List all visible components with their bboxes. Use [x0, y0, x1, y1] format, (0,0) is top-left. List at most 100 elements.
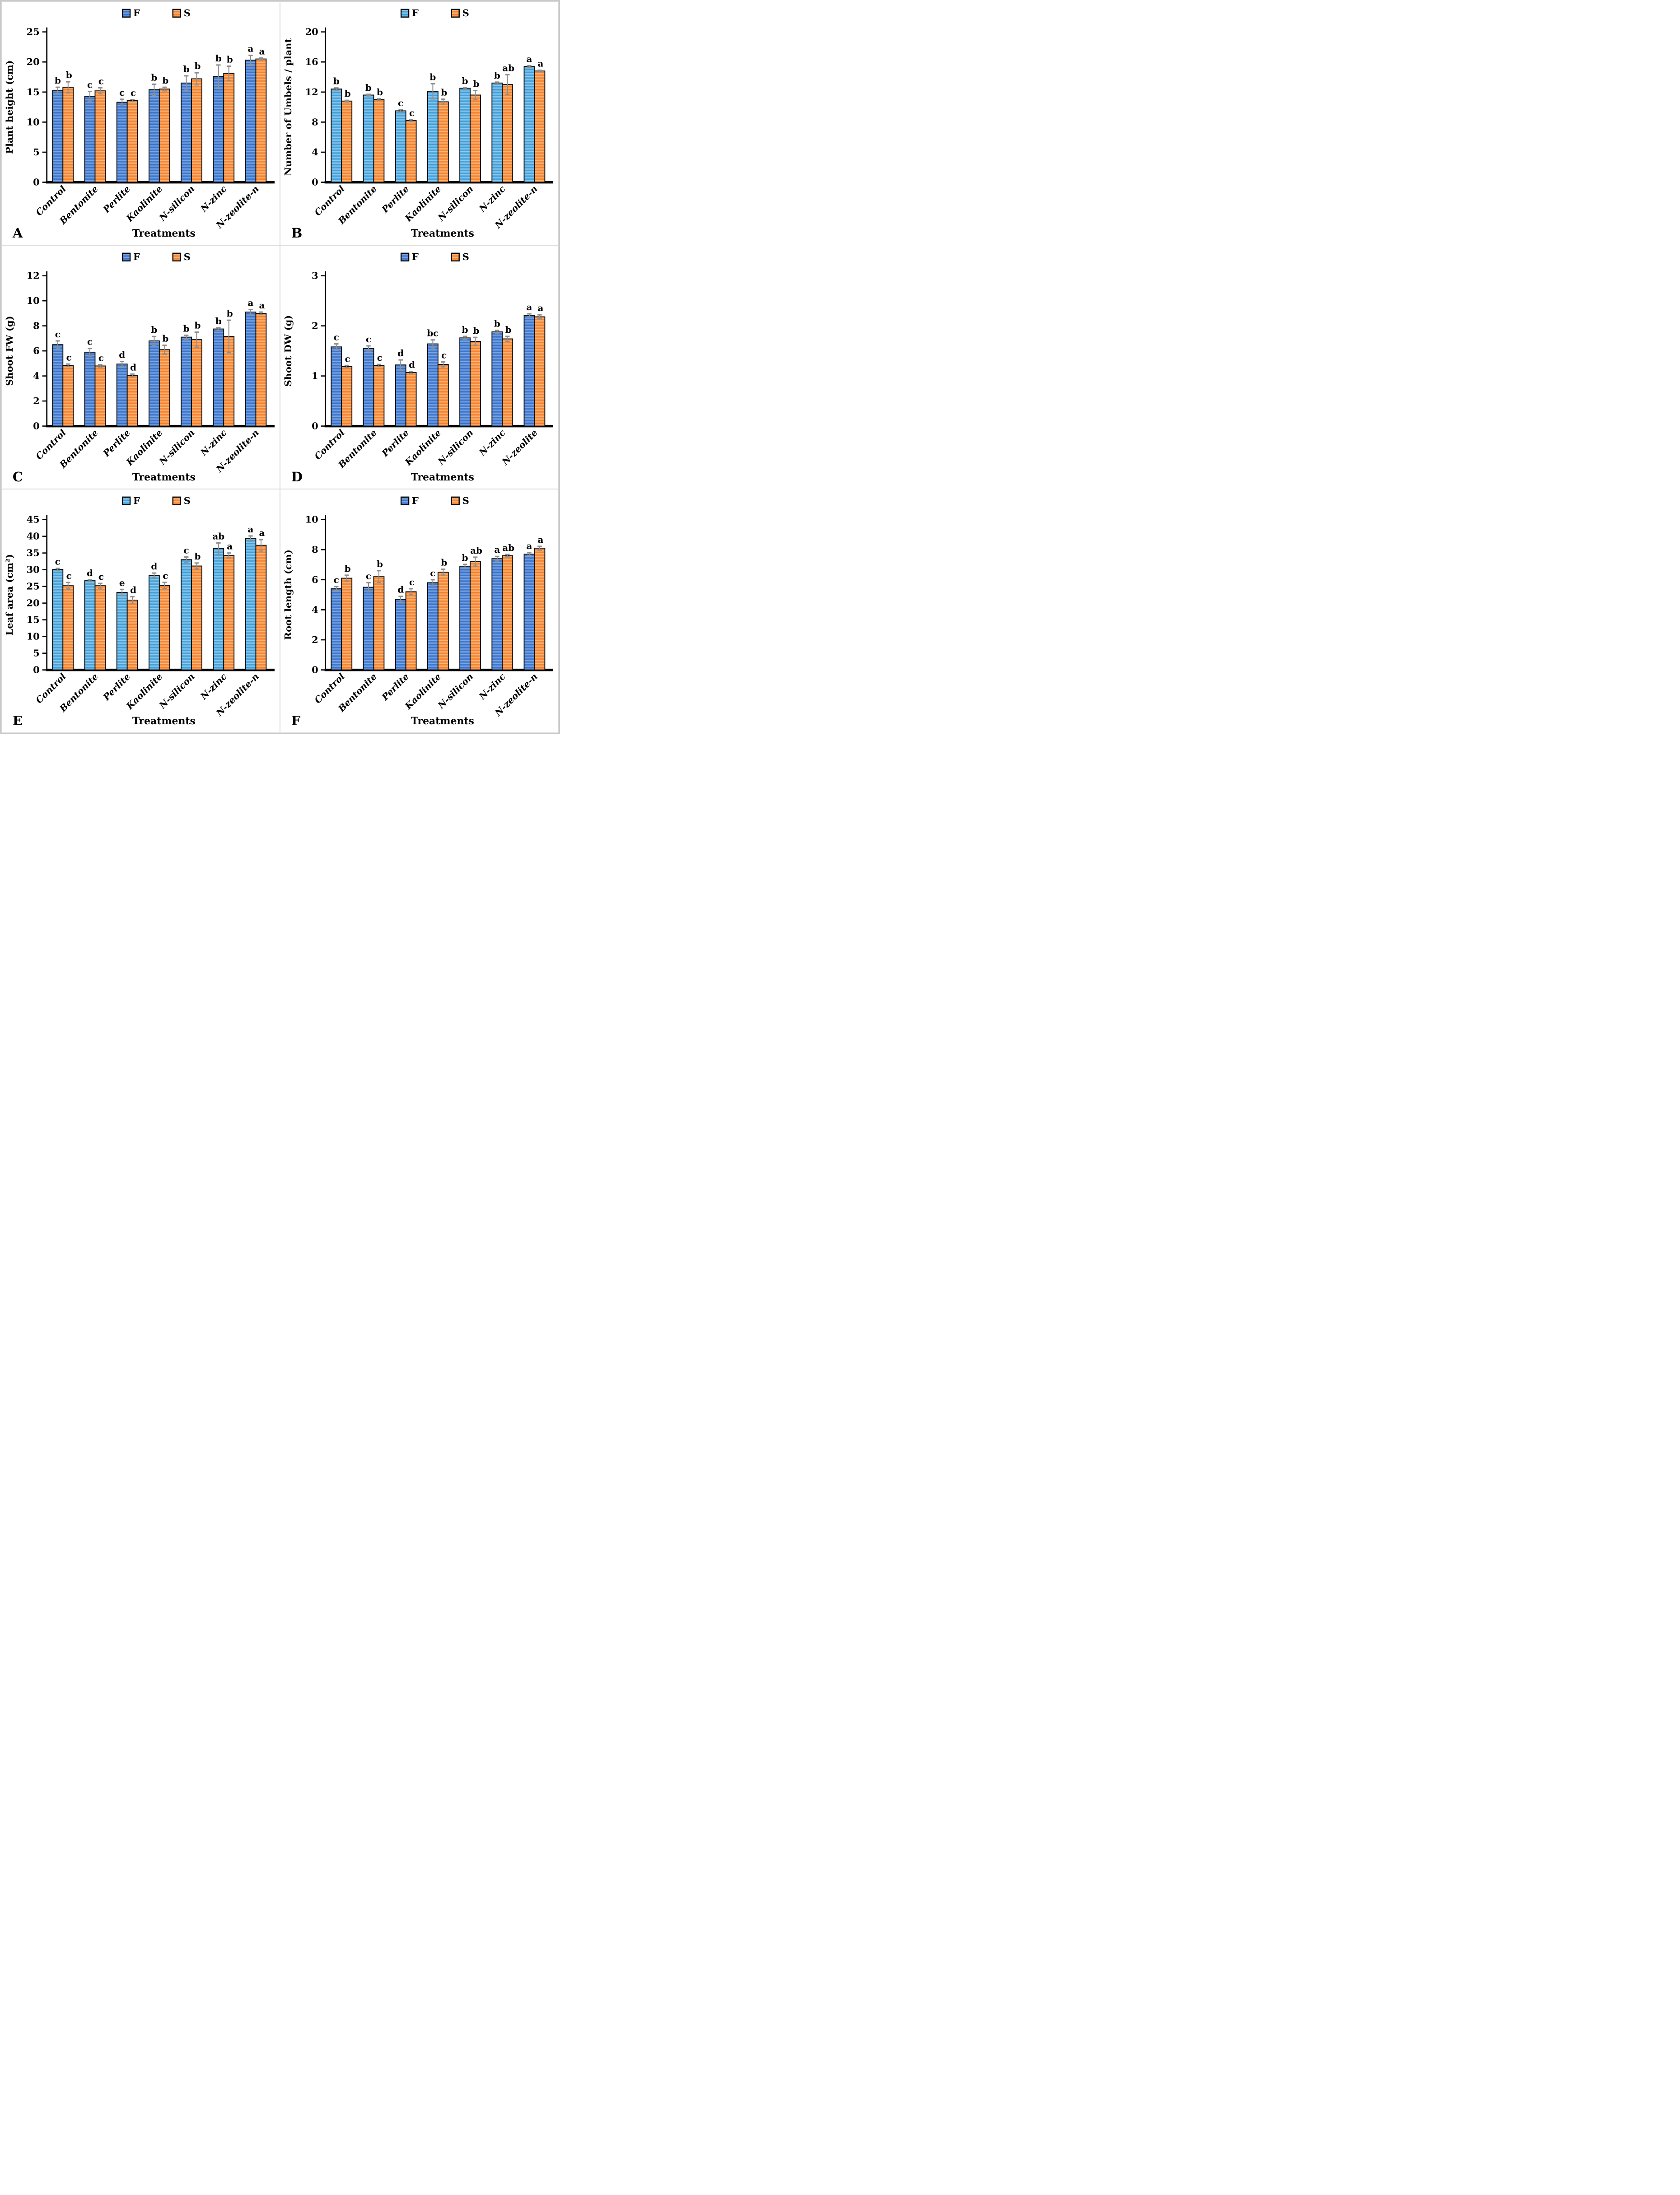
sig-letter: c [119, 87, 125, 98]
y-tick-label: 5 [33, 146, 40, 158]
y-tick-label: 12 [27, 270, 40, 281]
sig-letter: c [55, 329, 61, 340]
sig-letter: a [527, 541, 532, 551]
bar-s [470, 561, 481, 671]
bar-s [341, 578, 353, 671]
bar-f [245, 60, 257, 183]
legend-swatch-s [172, 496, 181, 505]
legend-swatch-f [121, 496, 131, 505]
sig-letter: a [527, 54, 532, 65]
sig-letter: c [66, 352, 72, 363]
bar-s [94, 585, 106, 671]
panel-letter: C [13, 469, 23, 485]
bar-s [405, 120, 417, 183]
sig-letter: c [98, 571, 104, 582]
sig-letter: bc [427, 328, 439, 339]
sig-letter: a [248, 43, 254, 54]
sig-letter: b [333, 76, 340, 87]
bar-f [52, 569, 64, 671]
sig-letter: a [259, 46, 265, 57]
legend-label: S [184, 7, 191, 19]
x-axis-label: Treatments [132, 715, 196, 727]
y-tick-label: 0 [33, 420, 40, 432]
bar-s [373, 99, 385, 183]
bar-f [331, 588, 342, 671]
legend-label: F [412, 7, 419, 19]
sig-letter: c [398, 98, 403, 108]
sig-letter: d [409, 359, 415, 370]
bar-f [395, 364, 406, 427]
bar-s [341, 366, 353, 427]
y-tick-label: 0 [33, 177, 40, 188]
y-tick-label: 0 [312, 177, 318, 188]
six-panel-bar-figure: F S 0 5 10 15 20 25 Plant height (cm) b b Control c c… [0, 0, 560, 734]
bar-s [159, 585, 170, 671]
y-tick-label: 0 [312, 664, 318, 676]
panel-letter: E [13, 713, 23, 728]
y-tick-label: 5 [33, 648, 40, 659]
sig-letter: a [248, 524, 254, 535]
x-axis-label: Treatments [411, 228, 474, 239]
sig-letter: c [66, 570, 72, 581]
bar-f [427, 582, 439, 671]
bar-s [94, 90, 106, 183]
sig-letter: d [151, 561, 157, 572]
y-axis-label: Root length (cm) [282, 550, 294, 640]
bar-f [491, 558, 503, 671]
panel-f: F S 0 2 4 6 8 10 Root length (cm) c b Control c b Bent… [280, 489, 559, 733]
bar-s [191, 339, 202, 427]
sig-letter: c [55, 556, 61, 567]
bar-f [52, 89, 64, 183]
sig-letter: e [119, 577, 125, 588]
y-tick-label: 4 [312, 604, 318, 615]
sig-letter: c [87, 79, 93, 90]
bar-s [405, 591, 417, 671]
category-label: Perlite [379, 427, 411, 459]
category-label: Perlite [101, 183, 132, 215]
category-label: N-zinc [476, 427, 508, 458]
sig-letter: b [162, 75, 168, 86]
sig-letter: a [537, 534, 543, 545]
sig-letter: b [345, 88, 351, 99]
sig-letter: b [377, 559, 383, 569]
panel-letter: D [291, 469, 303, 485]
sig-letter: b [162, 333, 168, 344]
sig-letter: b [183, 64, 190, 75]
sig-letter: b [441, 557, 447, 568]
bar-s [502, 84, 513, 183]
y-tick-label: 6 [312, 574, 318, 585]
sig-letter: c [345, 353, 350, 364]
sig-letter: a [248, 298, 254, 308]
sig-letter: c [163, 570, 168, 581]
bar-s [159, 349, 170, 427]
panel-b: F S 0 4 8 12 16 20 Number of Umbels / plant b b Con… [280, 1, 559, 245]
legend-label: F [412, 251, 419, 262]
sig-letter: b [462, 552, 468, 563]
sig-letter: c [184, 545, 189, 556]
bar-s [470, 341, 481, 427]
bar-f [213, 328, 224, 427]
bar-f [181, 559, 192, 671]
sig-letter: b [494, 318, 500, 329]
sig-letter: c [87, 336, 93, 347]
bar-f [116, 592, 128, 671]
sig-letter: b [215, 316, 222, 326]
y-tick-label: 25 [27, 581, 40, 592]
bar-s [405, 372, 417, 427]
sig-letter: b [151, 324, 157, 335]
bar-s [470, 94, 481, 183]
bar-f [331, 89, 342, 183]
bar-s [437, 364, 449, 427]
legend-label: F [133, 7, 140, 19]
bar-s [191, 78, 202, 183]
sig-letter: ab [470, 545, 482, 556]
bar-f [459, 337, 471, 427]
sig-letter: c [377, 352, 383, 363]
y-tick-label: 6 [33, 345, 40, 356]
sig-letter: b [227, 54, 233, 65]
sig-letter: b [505, 324, 512, 335]
sig-letter: ab [502, 542, 514, 553]
category-label: N-zinc [476, 183, 508, 214]
legend-swatch-f [121, 252, 131, 261]
